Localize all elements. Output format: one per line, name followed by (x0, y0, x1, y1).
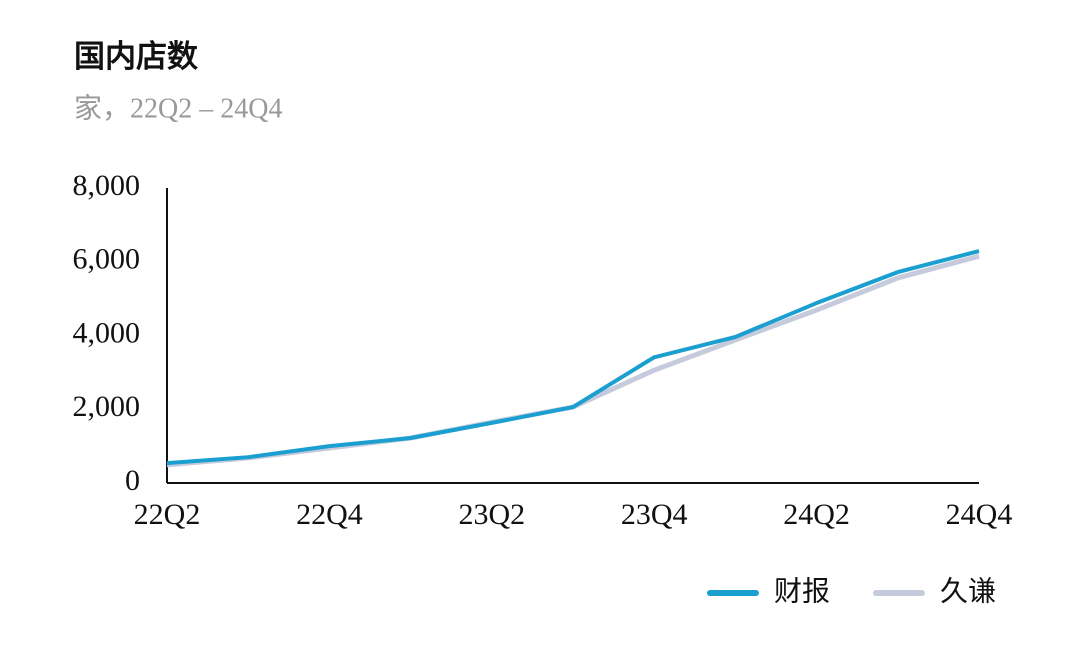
x-tick-label: 24Q2 (783, 498, 850, 531)
chart-subtitle: 家，22Q2 – 24Q4 (74, 92, 282, 124)
y-tick-label: 2,000 (73, 390, 141, 423)
chart-title: 国内店数 (74, 39, 198, 74)
x-tick-label: 22Q4 (296, 498, 363, 531)
y-tick-label: 6,000 (73, 243, 141, 276)
x-tick-label: 22Q2 (134, 498, 201, 531)
x-tick-label: 23Q2 (458, 498, 525, 531)
legend-label: 久谦 (940, 575, 996, 607)
y-tick-label: 0 (125, 464, 140, 497)
x-tick-label: 24Q4 (946, 498, 1013, 531)
y-tick-label: 8,000 (73, 169, 141, 202)
series-line (166, 249, 980, 466)
y-tick-label: 4,000 (73, 316, 141, 349)
x-tick-label: 23Q4 (621, 498, 688, 531)
legend-label: 财报 (774, 575, 830, 607)
